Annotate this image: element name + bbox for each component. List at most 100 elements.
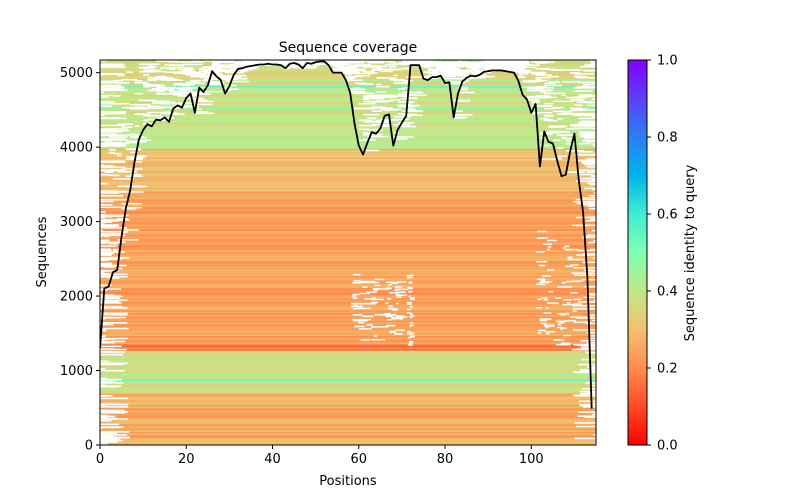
gap-mark: [566, 302, 571, 304]
heatmap-row: [100, 220, 596, 223]
gap-mark: [352, 293, 361, 296]
x-tick-label: 20: [178, 452, 195, 467]
heatmap-row: [100, 439, 596, 442]
heatmap-row: [100, 298, 596, 301]
gap-mark: [389, 331, 392, 334]
gap-mark: [276, 61, 289, 63]
heatmap-row: [100, 263, 596, 266]
gap-mark: [389, 292, 400, 294]
heatmap-row: [100, 292, 596, 295]
gap-mark: [100, 259, 110, 262]
heatmap-row: [100, 260, 596, 263]
gap-mark: [583, 81, 596, 83]
gap-mark: [410, 315, 415, 317]
heatmap-row: [100, 127, 596, 130]
gap-mark: [401, 91, 424, 94]
gap-mark: [548, 126, 565, 128]
gap-mark: [100, 94, 116, 97]
gap-mark: [134, 156, 140, 158]
gap-mark: [169, 61, 188, 63]
gap-mark: [393, 115, 411, 118]
gap-mark: [408, 286, 411, 289]
gap-mark: [565, 127, 580, 130]
heatmap-row: [100, 97, 596, 100]
heatmap-row: [100, 379, 596, 381]
gap-mark: [557, 313, 562, 315]
gap-mark: [341, 66, 356, 69]
gap-mark: [100, 301, 119, 303]
heatmap-row: [100, 197, 596, 200]
y-tick-label: 2000: [60, 290, 93, 305]
gap-mark: [557, 323, 562, 326]
gap-mark: [584, 187, 596, 190]
gap-mark: [100, 233, 122, 235]
gap-mark: [589, 183, 596, 186]
heatmap-row: [100, 242, 596, 245]
gap-mark: [199, 82, 205, 85]
gap-mark: [406, 105, 420, 107]
gap-mark: [194, 112, 215, 115]
gap-mark: [396, 317, 401, 320]
gap-mark: [112, 152, 122, 155]
gap-mark: [395, 294, 407, 296]
gap-mark: [588, 158, 596, 160]
gap-mark: [449, 68, 459, 70]
gap-mark: [151, 76, 174, 79]
heatmap-row: [100, 369, 596, 371]
gap-mark: [388, 66, 396, 68]
gap-mark: [100, 133, 118, 136]
heatmap-row: [100, 100, 596, 103]
heatmap-row: [100, 360, 596, 362]
gap-mark: [565, 112, 585, 115]
gap-mark: [164, 71, 181, 73]
gap-mark: [207, 82, 225, 84]
gap-mark: [518, 66, 537, 69]
gap-mark: [583, 406, 596, 408]
gap-mark: [518, 76, 526, 78]
heatmap-row: [100, 272, 596, 275]
gap-mark: [194, 103, 213, 106]
gap-mark: [100, 341, 115, 344]
heatmap-row: [100, 232, 596, 235]
gap-mark: [100, 406, 129, 408]
gap-mark: [134, 92, 144, 95]
gap-mark: [156, 101, 176, 104]
heatmap-row: [100, 332, 596, 335]
gap-mark: [577, 249, 596, 252]
gap-mark: [363, 128, 383, 131]
heatmap-row: [100, 254, 596, 257]
gap-mark: [363, 100, 379, 103]
gap-mark: [263, 64, 275, 66]
gap-mark: [541, 297, 548, 299]
gap-mark: [522, 86, 540, 88]
gap-mark: [554, 297, 562, 299]
gap-mark: [100, 105, 112, 107]
gap-mark: [194, 99, 208, 102]
gap-mark: [539, 264, 546, 267]
heatmap-row: [100, 391, 596, 394]
gap-mark: [410, 324, 414, 326]
heatmap-row: [100, 355, 596, 358]
gap-mark: [552, 110, 572, 113]
gap-mark: [143, 85, 151, 88]
gap-mark: [100, 225, 119, 227]
gap-mark: [367, 133, 383, 136]
heatmap-row: [100, 190, 596, 193]
gap-mark: [203, 78, 223, 80]
gap-mark: [160, 78, 167, 81]
heatmap-row: [100, 366, 596, 368]
gap-mark: [100, 443, 108, 445]
gap-mark: [555, 343, 571, 346]
gap-mark: [130, 136, 147, 139]
gap-mark: [548, 290, 554, 293]
heatmap-row: [100, 235, 596, 238]
gap-mark: [112, 174, 120, 177]
gap-mark: [229, 77, 248, 80]
heatmap-row: [100, 142, 596, 145]
gap-mark: [546, 307, 549, 309]
gap-mark: [100, 240, 107, 243]
gap-mark: [531, 100, 541, 103]
gap-mark: [388, 324, 392, 327]
gap-mark: [100, 269, 119, 272]
gap-mark: [575, 198, 596, 201]
